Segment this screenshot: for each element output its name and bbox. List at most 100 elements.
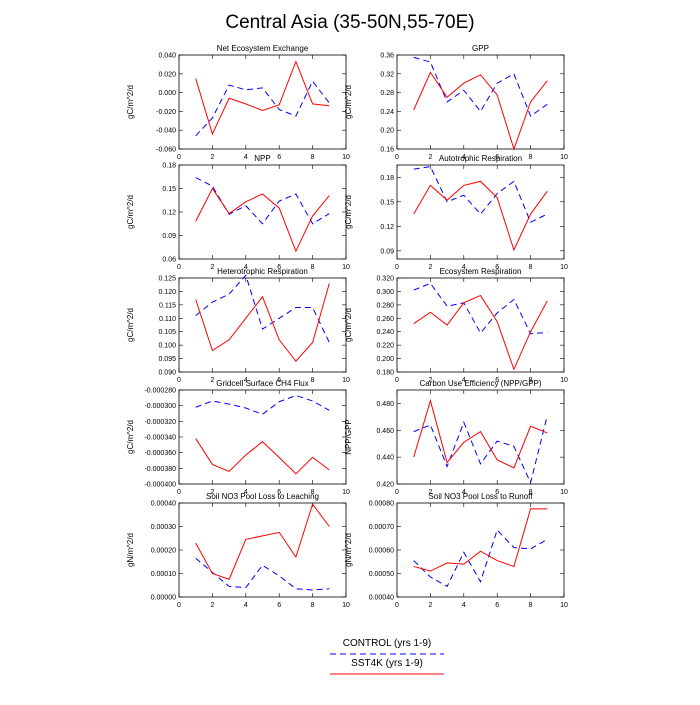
y-tick-label: 0.16 (380, 147, 394, 154)
plot-frame (178, 54, 347, 150)
y-axis-label: gC/m^2/d (344, 308, 353, 342)
x-tick-label: 4 (244, 377, 248, 384)
x-tick-label: 8 (311, 264, 315, 271)
y-tick-label: 0.460 (376, 428, 394, 435)
y-tick-label: 0.095 (158, 356, 176, 363)
y-tick-label: 0.09 (162, 233, 176, 240)
y-axis-label: NPP/GPP (344, 419, 353, 455)
y-tick-label: 0.000 (158, 90, 176, 97)
y-tick-label: -0.040 (156, 128, 176, 135)
series-line-sst4k (195, 283, 330, 363)
x-tick-label: 10 (342, 264, 350, 271)
series-line-sst4k (413, 508, 548, 572)
x-tick-label: 8 (311, 154, 315, 161)
x-tick-label: 0 (177, 602, 181, 609)
x-tick-label: 2 (210, 602, 214, 609)
panel-title: GPP (472, 44, 489, 53)
x-tick-label: 4 (462, 489, 466, 496)
y-tick-label: 0.18 (380, 175, 394, 182)
y-tick-label: 0.260 (376, 316, 394, 323)
y-tick-label: 0.00060 (369, 548, 394, 555)
x-tick-label: 0 (177, 377, 181, 384)
y-tick-label: -0.000340 (144, 435, 176, 442)
panel-title: Gridcell Surface CH4 Flux (216, 379, 308, 388)
y-tick-label: 0.200 (376, 356, 394, 363)
y-tick-label: -0.000380 (144, 466, 176, 473)
x-tick-label: 6 (277, 264, 281, 271)
y-tick-label: 0.110 (159, 316, 176, 323)
y-tick-label: -0.000320 (144, 419, 176, 426)
x-tick-label: 2 (428, 602, 432, 609)
series-line-sst4k (413, 180, 548, 252)
y-tick-label: 0.12 (380, 224, 394, 231)
y-tick-label: 0.020 (158, 71, 176, 78)
x-tick-label: 4 (244, 264, 248, 271)
y-tick-label: 0.320 (376, 276, 394, 283)
x-tick-label: 10 (560, 154, 568, 161)
figure-title: Central Asia (35-50N,55-70E) (225, 12, 474, 33)
y-tick-label: 0.480 (376, 401, 394, 408)
chart-panel: Soil NO3 Pool Loss to Runoff gN/m^2/d 0.00… (344, 492, 568, 609)
x-tick-label: 10 (560, 602, 568, 609)
y-tick-label: -0.020 (156, 109, 176, 116)
x-tick-label: 2 (428, 154, 432, 161)
series-line-control (195, 80, 330, 137)
x-tick-label: 6 (495, 602, 499, 609)
series-line-sst4k (413, 71, 548, 151)
y-tick-label: 0.240 (376, 329, 394, 336)
x-tick-label: 6 (495, 489, 499, 496)
x-tick-label: 8 (529, 377, 533, 384)
panel-title: Heterotrophic Respiration (217, 267, 308, 276)
legend-label-control: CONTROL (yrs 1-9) (343, 638, 432, 649)
chart-panel: Net Ecosystem Exchange gC/m^2/d -0.060 -0.0… (126, 44, 350, 161)
panel-title: Ecosystem Respiration (440, 267, 522, 276)
chart-panel: Autotrophic Respiration gC/m^2/d 0.09 0.12 0… (344, 154, 568, 271)
x-tick-label: 8 (311, 602, 315, 609)
x-tick-label: 8 (529, 489, 533, 496)
y-axis-label: gC/m^2/d (126, 420, 135, 454)
y-tick-label: 0.00030 (151, 524, 176, 531)
panel-title: Soil NO3 Pool Loss to Leaching (206, 492, 319, 501)
chart-panel: Soil NO3 Pool Loss to Leaching gN/m^2/d 0.… (126, 492, 350, 609)
y-tick-label: 0.440 (376, 455, 394, 462)
plot-frame (396, 164, 565, 260)
y-tick-label: 0.125 (158, 276, 176, 283)
x-tick-label: 10 (560, 489, 568, 496)
chart-panel: Ecosystem Respiration gC/m^2/d 0.180 0.200 0… (344, 267, 568, 384)
y-tick-label: 0.06 (162, 257, 176, 264)
y-tick-label: 0.00070 (369, 524, 394, 531)
y-axis-label: gC/m^2/d (126, 308, 135, 342)
x-tick-label: 4 (244, 154, 248, 161)
y-tick-label: -0.060 (156, 147, 176, 154)
plot-frame (396, 389, 565, 485)
y-axis-label: gN/m^2/d (126, 533, 135, 567)
x-tick-label: 8 (529, 602, 533, 609)
x-tick-label: 0 (395, 154, 399, 161)
y-tick-label: 0.280 (376, 302, 394, 309)
y-tick-label: -0.000400 (144, 482, 176, 489)
x-tick-label: 6 (277, 377, 281, 384)
y-tick-label: 0.28 (380, 90, 394, 97)
series-line-control (413, 166, 548, 223)
panel-title: Soil NO3 Pool Loss to Runoff (429, 492, 534, 501)
plot-frame (178, 502, 347, 598)
y-tick-label: 0.15 (380, 199, 394, 206)
y-tick-label: 0.300 (376, 289, 394, 296)
panel-title: Carbon Use Efficiency (NPP/GPP) (419, 379, 541, 388)
x-tick-label: 10 (342, 489, 350, 496)
series-line-sst4k (195, 60, 330, 136)
y-tick-label: 0.15 (162, 186, 176, 193)
x-tick-label: 4 (462, 264, 466, 271)
y-axis-label: gC/m^2/d (344, 195, 353, 229)
y-axis-label: gC/m^2/d (344, 85, 353, 119)
x-tick-label: 10 (342, 154, 350, 161)
series-line-control (195, 557, 330, 591)
y-tick-label: 0.24 (380, 109, 394, 116)
y-tick-label: 0.36 (380, 53, 394, 60)
x-tick-label: 10 (560, 377, 568, 384)
y-tick-label: -0.000280 (144, 388, 176, 395)
legend: CONTROL (yrs 1-9) SST4K (yrs 1-9) (330, 638, 444, 675)
chart-panel: GPP gC/m^2/d 0.16 0.20 0.24 0.28 0.32 0.36 0 2 4 6 8… (344, 44, 568, 161)
